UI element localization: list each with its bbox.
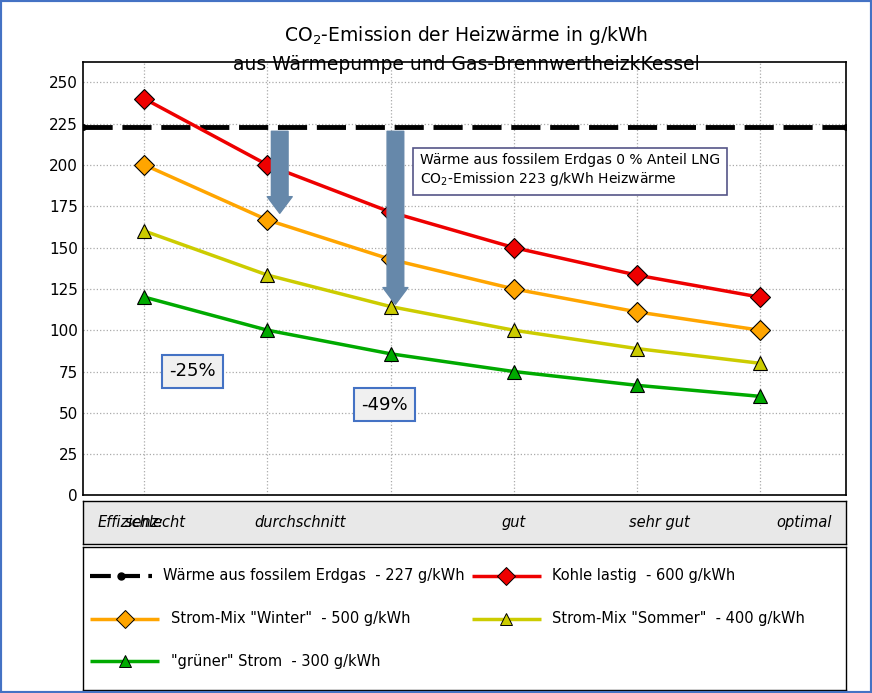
Text: Strom-Mix "Sommer"  - 400 g/kWh: Strom-Mix "Sommer" - 400 g/kWh bbox=[552, 611, 805, 626]
FancyArrowPatch shape bbox=[267, 131, 292, 213]
Text: Wärme aus fossilem Erdgas  - 227 g/kWh: Wärme aus fossilem Erdgas - 227 g/kWh bbox=[163, 568, 465, 584]
Text: gut: gut bbox=[501, 515, 526, 530]
FancyArrowPatch shape bbox=[383, 131, 408, 304]
Text: Strom-Mix "Winter"  - 500 g/kWh: Strom-Mix "Winter" - 500 g/kWh bbox=[171, 611, 410, 626]
Text: durchschnitt: durchschnitt bbox=[255, 515, 346, 530]
Text: "grüner" Strom  - 300 g/kWh: "grüner" Strom - 300 g/kWh bbox=[171, 653, 380, 669]
Text: Wärme aus fossilem Erdgas 0 % Anteil LNG
CO$_2$-Emission 223 g/kWh Heizwärme: Wärme aus fossilem Erdgas 0 % Anteil LNG… bbox=[420, 153, 720, 188]
X-axis label: Wärmepumpe Jahresarbeitszahl (JAZ): Wärmepumpe Jahresarbeitszahl (JAZ) bbox=[310, 527, 619, 545]
Text: schlecht: schlecht bbox=[125, 515, 186, 530]
Text: CO$_2$-Emission der Heizwärme in g/kWh
aus Wärmepumpe und Gas-BrennwertheizkKess: CO$_2$-Emission der Heizwärme in g/kWh a… bbox=[233, 24, 700, 73]
Text: optimal: optimal bbox=[776, 515, 832, 530]
Text: Effizienz:: Effizienz: bbox=[99, 515, 164, 530]
Text: -49%: -49% bbox=[361, 396, 407, 414]
Text: Kohle lastig  - 600 g/kWh: Kohle lastig - 600 g/kWh bbox=[552, 568, 735, 584]
Text: sehr gut: sehr gut bbox=[629, 515, 689, 530]
Text: -25%: -25% bbox=[169, 362, 215, 380]
